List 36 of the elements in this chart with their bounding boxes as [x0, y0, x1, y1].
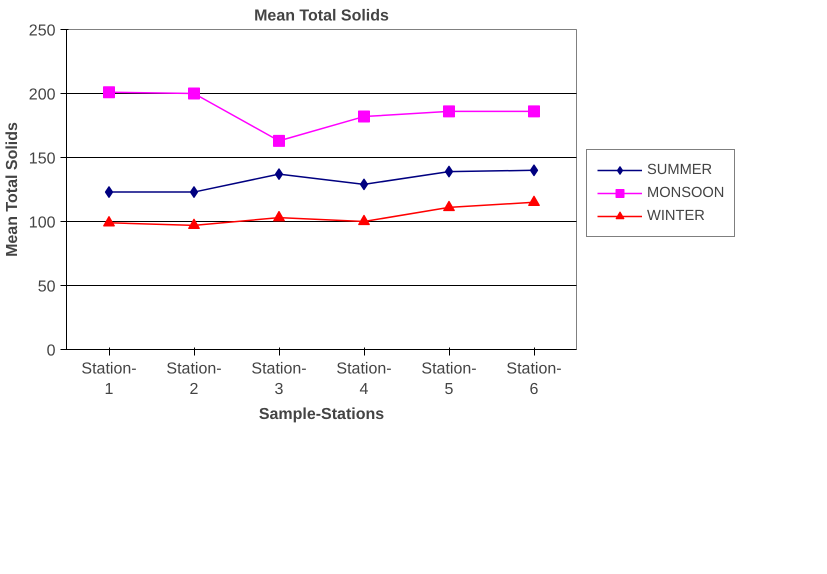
point	[358, 214, 370, 226]
legend-label: SUMMER	[647, 162, 712, 178]
point	[528, 105, 540, 118]
point	[358, 110, 370, 123]
x-tick-label: Station- 2	[166, 360, 222, 398]
x-tick-label: Station- 3	[251, 360, 307, 398]
legend-label: WINTER	[647, 208, 705, 224]
x-tick-label: Station- 6	[506, 360, 562, 398]
point	[444, 166, 454, 178]
y-tick-label: 0	[46, 342, 56, 360]
y-axis-title: Mean Total Solids	[4, 122, 21, 257]
point	[273, 134, 285, 147]
y-tick-label: 250	[28, 22, 56, 40]
point	[103, 216, 115, 226]
point	[443, 105, 455, 118]
y-tick-label: 100	[28, 214, 56, 232]
point	[273, 210, 285, 222]
point	[188, 88, 200, 100]
y-tick-label: 50	[38, 278, 56, 296]
x-tick-label: Station- 4	[336, 360, 392, 398]
point	[188, 218, 200, 230]
point	[190, 186, 198, 198]
chart-title: Mean Total Solids	[254, 8, 390, 24]
x-tick-label: Station- 5	[421, 360, 477, 398]
legend-label: MONSOON	[647, 185, 724, 201]
point	[530, 164, 538, 176]
x-axis-title: Sample-Stations	[258, 406, 384, 423]
point	[443, 200, 455, 212]
y-tick-label: 200	[28, 86, 56, 104]
point	[360, 178, 368, 190]
point	[104, 186, 114, 198]
point	[528, 195, 540, 206]
point	[103, 86, 115, 98]
point	[274, 168, 284, 180]
y-tick-label: 150	[28, 150, 56, 168]
x-tick-label: Station- 1	[81, 360, 137, 398]
